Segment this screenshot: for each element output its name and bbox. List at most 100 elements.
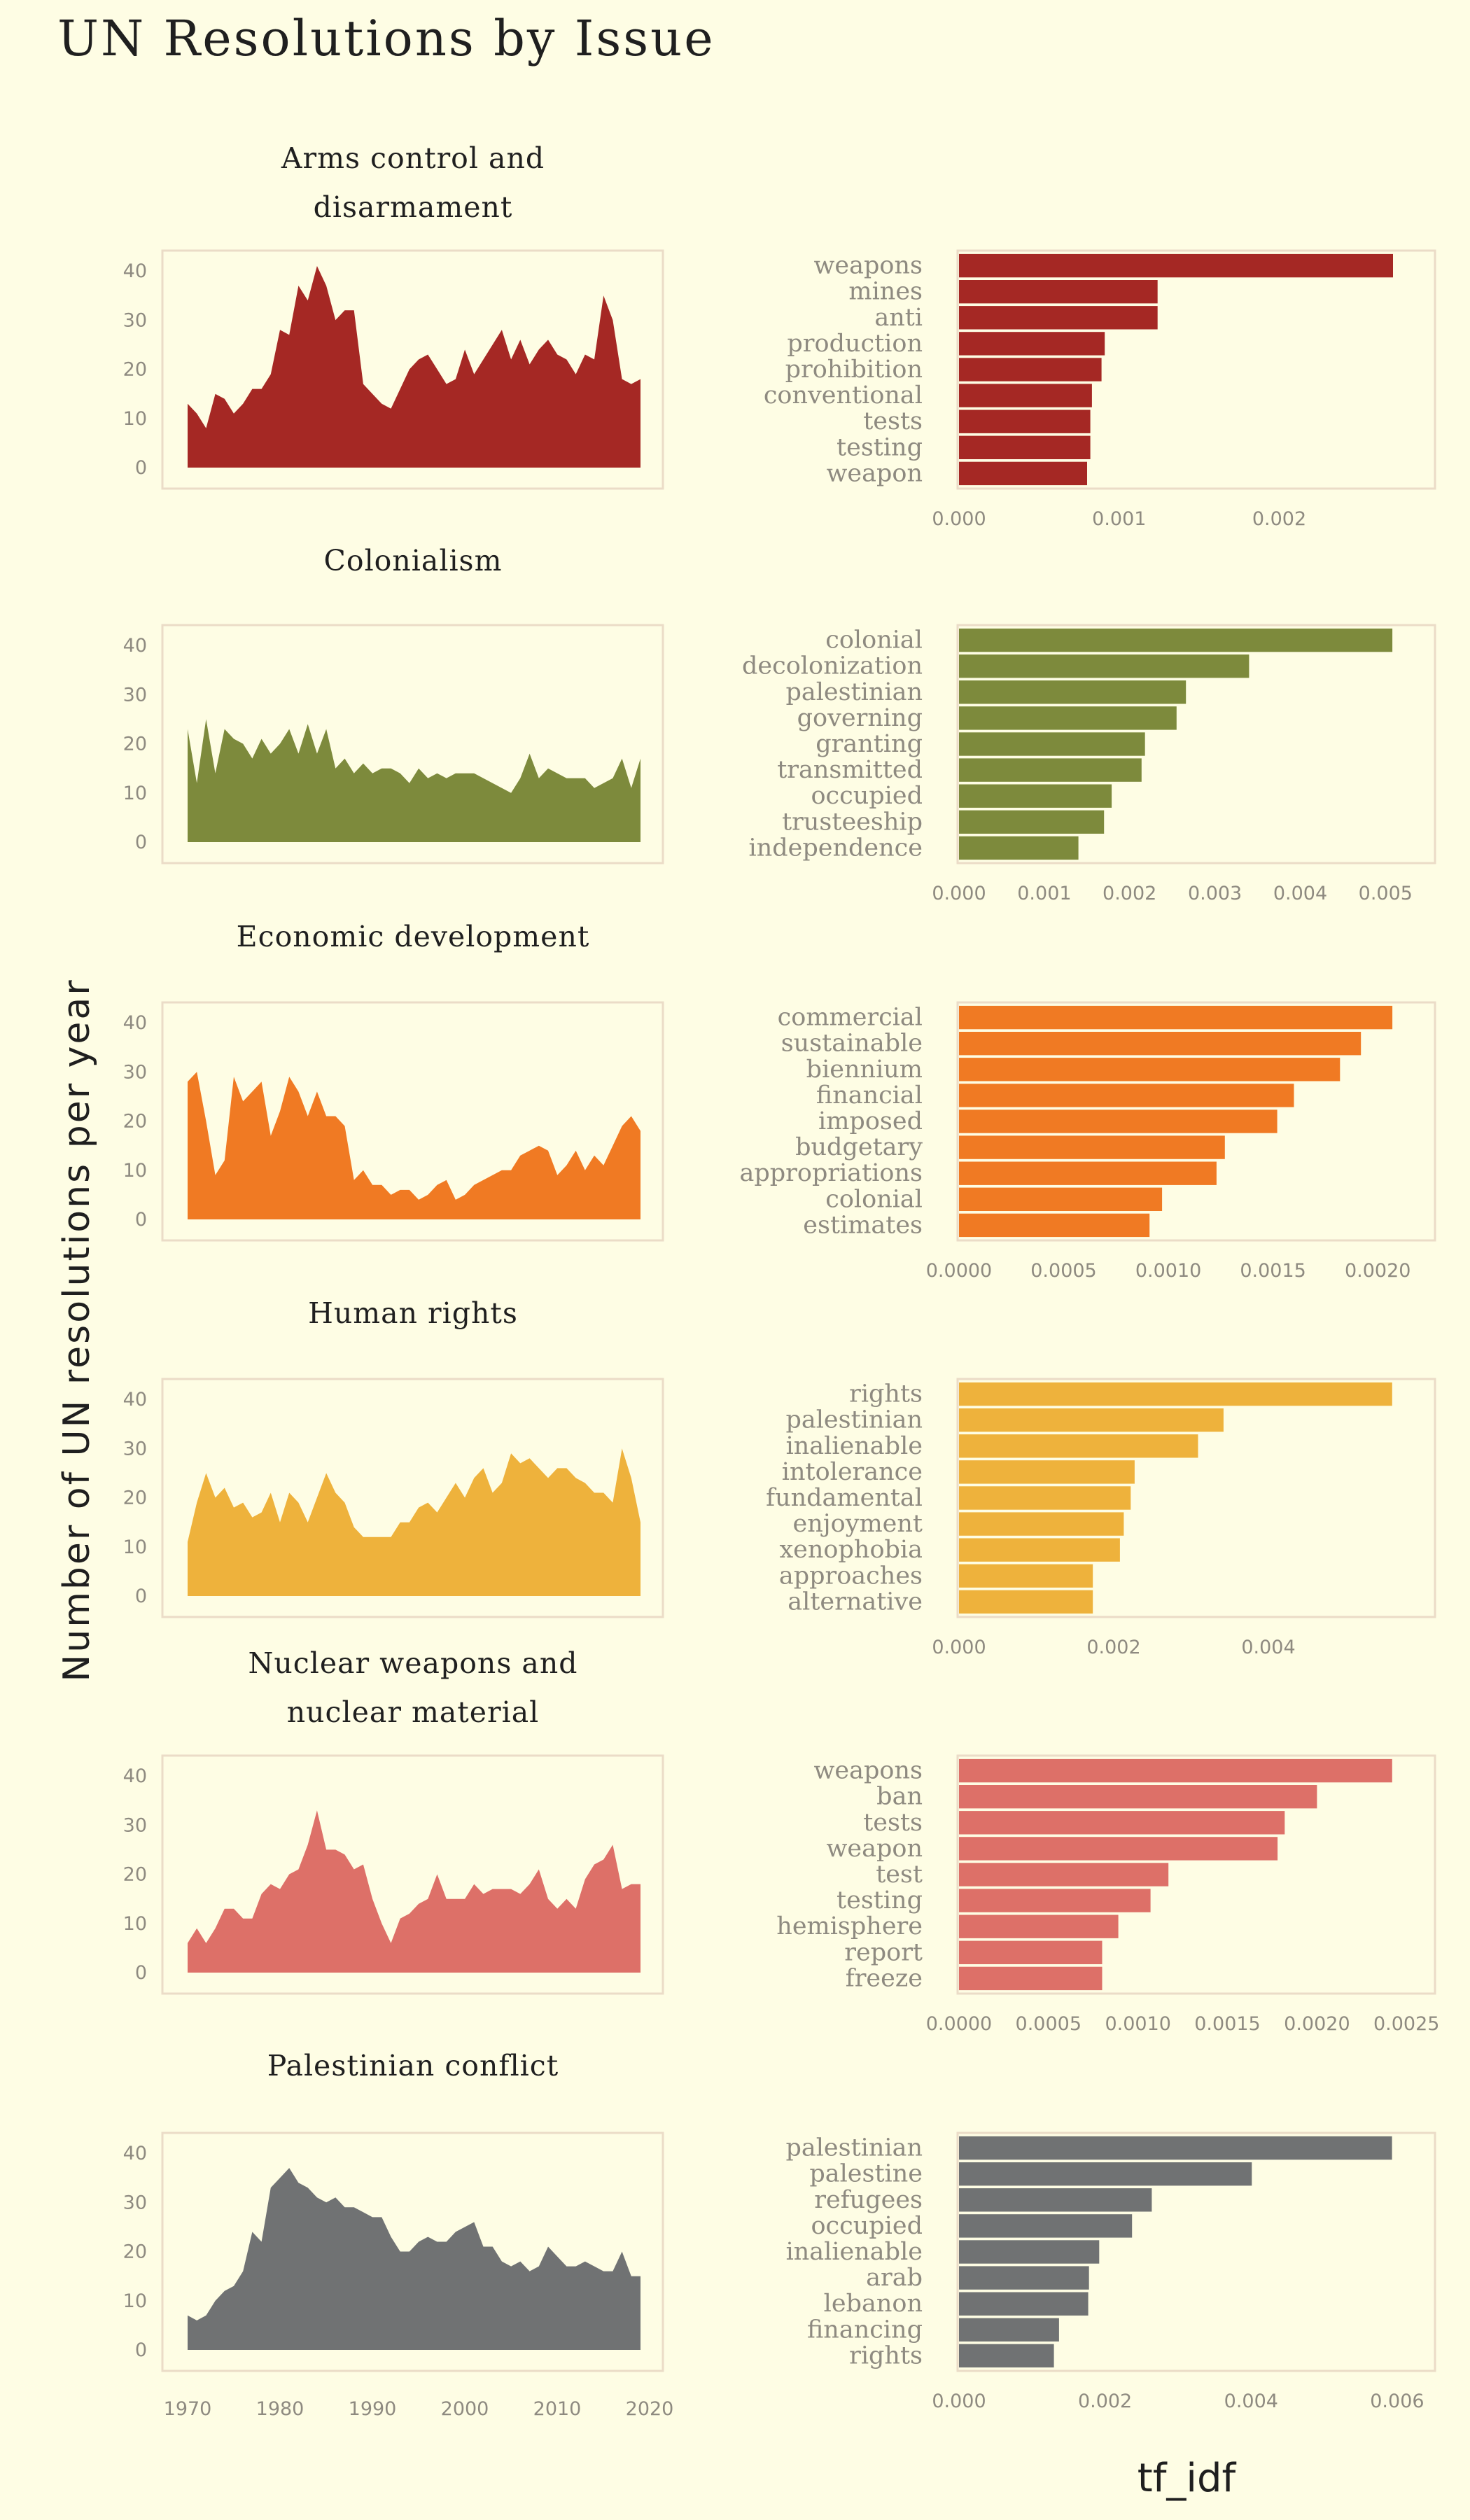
term-label: tests: [863, 1809, 923, 1837]
term-bar: [959, 461, 1087, 486]
term-bar: [959, 1940, 1102, 1964]
term-bar: [959, 1460, 1135, 1484]
term-label: fundamental: [766, 1484, 923, 1512]
tfidf-tick-label: 0.0005: [1030, 1260, 1096, 1282]
y-tick-label: 20: [123, 1488, 147, 1509]
panel-title: Palestinian conflict: [267, 2049, 559, 2082]
term-bar: [959, 810, 1105, 834]
tfidf-tick-label: 0.002: [1252, 508, 1306, 530]
term-bar: [959, 280, 1158, 304]
y-tick-label: 0: [135, 1962, 147, 1984]
x-tick-label: 2020: [626, 2398, 674, 2420]
term-label: weapons: [813, 252, 923, 280]
term-label: palestine: [809, 2160, 923, 2188]
term-label: ban: [876, 1783, 923, 1811]
y-tick-label: 20: [123, 2241, 147, 2263]
tfidf-tick-label: 0.0020: [1345, 1260, 1410, 1282]
term-bar: [959, 1434, 1198, 1458]
tfidf-tick-label: 0.005: [1359, 883, 1413, 904]
panel-title: nuclear material: [287, 1695, 540, 1729]
term-label: estimates: [803, 1211, 923, 1239]
term-label: tests: [863, 407, 923, 435]
term-bar: [959, 706, 1177, 730]
term-label: governing: [797, 704, 923, 732]
tfidf-tick-label: 0.002: [1102, 883, 1156, 904]
term-label: report: [844, 1938, 923, 1966]
term-label: financial: [816, 1082, 923, 1110]
area-frame: [161, 1378, 664, 1618]
y-tick-label: 10: [123, 2290, 147, 2312]
term-label: budgetary: [795, 1133, 923, 1161]
term-label: inalienable: [786, 2238, 923, 2266]
tfidf-tick-label: 0.001: [1017, 883, 1071, 904]
term-bar: [959, 628, 1393, 652]
term-label: appropriations: [739, 1159, 923, 1187]
term-label: conventional: [764, 382, 923, 410]
tfidf-tick-label: 0.0010: [1135, 1260, 1201, 1282]
panel-title: disarmament: [314, 190, 513, 224]
term-label: freeze: [846, 1964, 923, 1992]
y-tick-label: 20: [123, 359, 147, 381]
bar-frame: [956, 249, 1436, 490]
x-tick-label: 1980: [256, 2398, 304, 2420]
y-tick-label: 10: [123, 783, 147, 804]
term-bar: [959, 358, 1102, 382]
term-label: sustainable: [781, 1030, 923, 1058]
term-bar: [959, 2292, 1088, 2316]
area-frame: [161, 2132, 664, 2372]
term-label: transmitted: [777, 756, 923, 784]
term-bar: [959, 1005, 1393, 1030]
tfidf-tick-label: 0.0000: [926, 2013, 992, 2035]
tfidf-tick-label: 0.004: [1224, 2390, 1278, 2412]
term-bar: [959, 1785, 1317, 1809]
term-label: enjoyment: [793, 1510, 923, 1538]
term-label: hemisphere: [776, 1912, 923, 1940]
term-label: anti: [874, 304, 923, 332]
term-label: imposed: [818, 1107, 923, 1135]
term-bar: [959, 836, 1079, 860]
area-frame: [161, 1001, 664, 1242]
panel-6: Palestinian conflict 0 10 20 30 40 1970 1980 199…: [123, 2049, 1436, 2420]
x-tick-label: 1970: [164, 2398, 212, 2420]
term-bar: [959, 654, 1250, 678]
term-bar: [959, 2318, 1059, 2342]
area-series: [188, 1072, 640, 1219]
term-label: testing: [836, 433, 923, 461]
term-bar: [959, 2162, 1252, 2186]
y-tick-label: 0: [135, 832, 147, 853]
tfidf-tick-label: 0.0015: [1240, 1260, 1306, 1282]
y-tick-label: 0: [135, 1586, 147, 1607]
term-bar: [959, 1863, 1169, 1886]
term-bar: [959, 410, 1091, 433]
term-label: occupied: [811, 782, 923, 810]
term-label: weapon: [826, 1835, 923, 1863]
term-bar: [959, 2344, 1054, 2368]
y-tick-label: 40: [123, 1765, 147, 1787]
y-tick-label: 10: [123, 1160, 147, 1182]
tfidf-tick-label: 0.002: [1078, 2390, 1132, 2412]
term-bar: [959, 784, 1112, 808]
term-label: intolerance: [782, 1458, 923, 1486]
panel-title: Economic development: [237, 920, 590, 953]
tfidf-tick-label: 0.000: [932, 1637, 986, 1658]
term-bar: [959, 1084, 1294, 1107]
term-bar: [959, 1213, 1150, 1238]
y-tick-label: 10: [123, 1536, 147, 1558]
tfidf-tick-label: 0.003: [1188, 883, 1242, 904]
term-bar: [959, 1110, 1278, 1133]
term-bar: [959, 1564, 1093, 1588]
x-axis-label: tf_idf: [1137, 2456, 1236, 2501]
term-label: palestinian: [785, 678, 923, 706]
term-label: palestinian: [785, 2134, 923, 2162]
term-bar: [959, 2214, 1133, 2238]
term-bar: [959, 306, 1158, 330]
tfidf-tick-label: 0.0025: [1373, 2013, 1439, 2035]
panel-1: Arms control and disarmament 0 10 20 30 40 weap…: [123, 141, 1436, 530]
tfidf-tick-label: 0.001: [1092, 508, 1146, 530]
y-tick-label: 40: [123, 260, 147, 282]
term-bar: [959, 1058, 1340, 1082]
y-tick-label: 40: [123, 1389, 147, 1410]
area-frame: [161, 249, 664, 490]
y-tick-label: 0: [135, 2339, 147, 2361]
